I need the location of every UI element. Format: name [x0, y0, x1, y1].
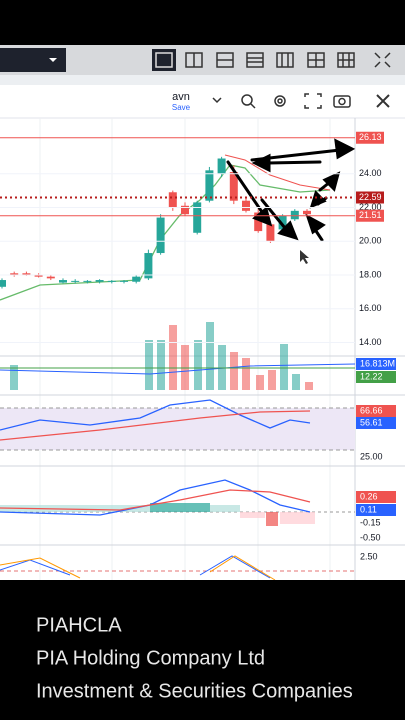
- rsi-band: [0, 408, 355, 450]
- footer-company: PIA Holding Company Ltd: [36, 647, 265, 669]
- footer-symbol: PIAHCLA: [36, 614, 122, 636]
- rsi-ma: [0, 410, 311, 441]
- pane-badge: [356, 417, 396, 429]
- candle-body: [254, 212, 263, 232]
- candle-body: [193, 202, 202, 233]
- candle-body: [0, 280, 6, 287]
- price-badge-label: 21.51: [359, 210, 382, 220]
- price-badge: [356, 191, 384, 204]
- price-badge-label: 22.59: [359, 192, 382, 202]
- macd-signal: [0, 489, 311, 511]
- dropdown[interactable]: [0, 48, 66, 72]
- candle-body: [242, 200, 250, 211]
- pane-label: -0.50: [360, 532, 381, 542]
- candle-body: [34, 274, 43, 277]
- candle-body: [156, 217, 165, 254]
- dropdown-arrow: [49, 58, 57, 62]
- candle-body: [107, 280, 116, 282]
- chart-area: [0, 85, 405, 580]
- candle-body: [95, 280, 104, 282]
- candle-body: [266, 224, 275, 242]
- candle-body: [10, 273, 19, 275]
- macd-histogram: [0, 503, 315, 526]
- pane-badge: [356, 371, 396, 383]
- candle-body: [303, 210, 311, 215]
- volume-ma: [0, 363, 356, 375]
- pane-label: 0.11: [360, 504, 377, 514]
- candle-body: [168, 192, 177, 208]
- pane-badge: [356, 491, 396, 503]
- pane-label: 66.66: [360, 405, 383, 415]
- rsi: [0, 399, 311, 431]
- price-tick-label: 24.00: [359, 168, 382, 178]
- pane-label: 25.00: [360, 451, 383, 461]
- pane-label: 2.50: [360, 551, 378, 561]
- candle-body: [205, 170, 214, 201]
- pane-badge: [356, 504, 396, 516]
- candle-body: [46, 276, 55, 279]
- moving-average: [224, 154, 331, 191]
- price-badge-label: 26.13: [359, 132, 382, 142]
- pane-label: 16.813M: [360, 358, 395, 368]
- candle-body: [181, 205, 189, 215]
- pane-label: 12.22: [360, 371, 383, 381]
- candle-body: [144, 253, 153, 279]
- candle-body: [290, 210, 299, 220]
- status-bar: [0, 0, 405, 45]
- candle-body: [132, 276, 141, 282]
- cursor: [300, 250, 309, 264]
- pane-badge: [356, 358, 396, 370]
- candle-body: [71, 280, 80, 282]
- price-badge: [356, 131, 384, 144]
- footer: [0, 580, 405, 720]
- pane-label: -0.15: [360, 517, 381, 527]
- spacer: [0, 75, 405, 85]
- price-tick-label: 20.00: [359, 236, 382, 246]
- stochastic: [0, 555, 276, 581]
- candle-body: [120, 280, 128, 282]
- footer-sector: Investment & Securities Companies: [36, 680, 353, 702]
- candle-body: [59, 280, 67, 283]
- price-tick-label: 18.00: [359, 269, 382, 279]
- price-tick-label: 16.00: [359, 303, 382, 313]
- pane-badge: [356, 405, 396, 417]
- candle-body: [22, 273, 31, 275]
- pane-label: 0.26: [360, 491, 378, 501]
- header-icons[interactable]: [212, 93, 390, 109]
- candle-body: [217, 158, 226, 174]
- candle-body: [278, 215, 287, 230]
- candle-body: [83, 280, 92, 282]
- candle-body: [229, 172, 238, 201]
- symbol[interactable]: avn: [172, 91, 190, 103]
- save-label[interactable]: Save: [172, 103, 191, 112]
- annotation-arrows: [226, 138, 356, 242]
- price-badge: [356, 209, 384, 222]
- layout-icons[interactable]: [152, 49, 391, 71]
- price-tick-label: 22.00: [359, 202, 382, 212]
- price-tick-label: 14.00: [359, 337, 382, 347]
- price-axis: 24.00 22.00 20.00 18.00 16.00 14.00 26.13 22.59…: [0, 131, 396, 561]
- macd: [0, 479, 311, 516]
- pane-label: 56.61: [360, 417, 383, 427]
